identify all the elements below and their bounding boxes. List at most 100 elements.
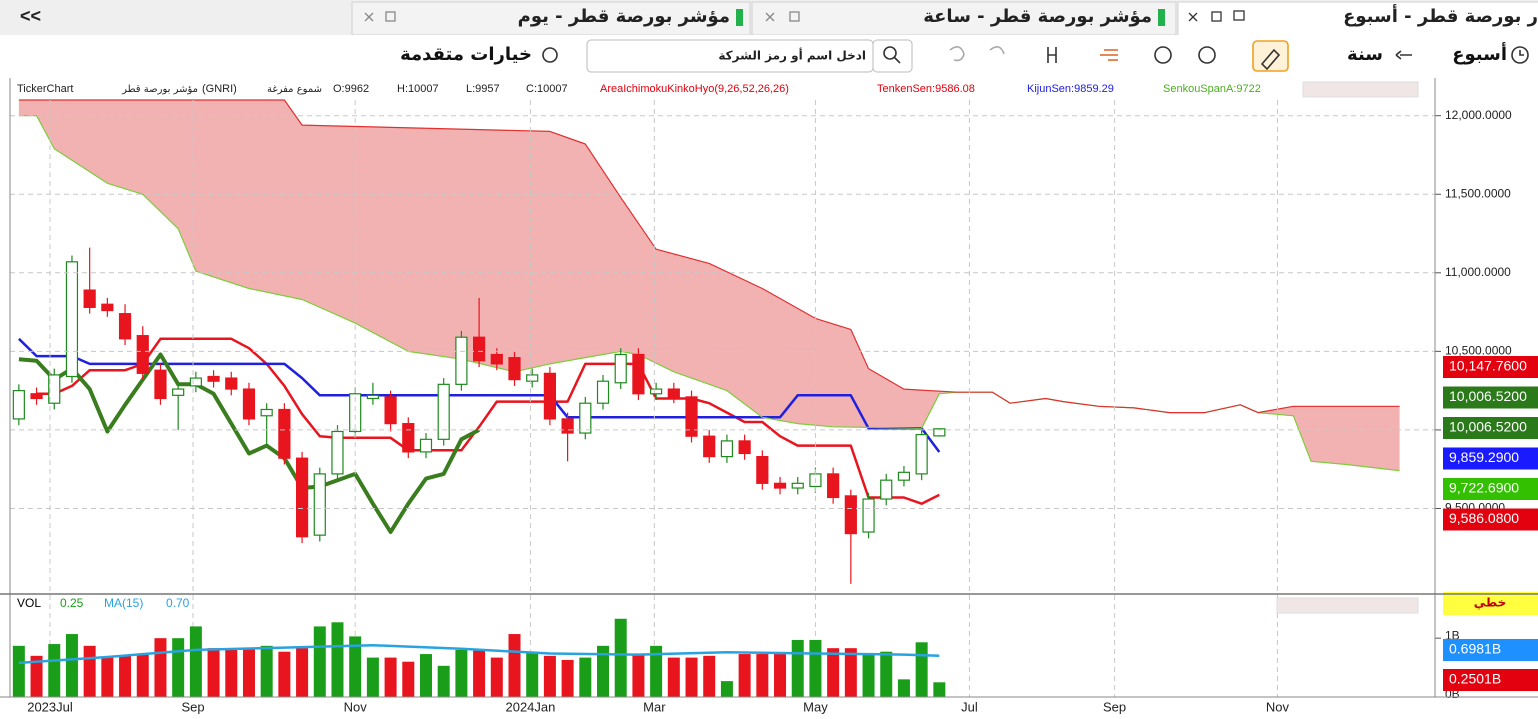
volume-bar <box>508 634 521 697</box>
volume-bar <box>880 651 893 697</box>
volume-bar <box>597 645 610 697</box>
price-tag <box>1443 386 1538 409</box>
price-tag-label: 10,006.5200 <box>1449 419 1527 435</box>
volume-bar <box>419 654 432 697</box>
indicator-line <box>18 99 1400 414</box>
x-tick-label: Jul <box>961 699 978 714</box>
search-placeholder[interactable]: ادخل اسم أو رمز الشركة <box>718 48 866 64</box>
volume-bar <box>154 638 167 697</box>
candle-body <box>295 457 309 538</box>
toolbar-icons[interactable] <box>949 40 1529 72</box>
gear-icon[interactable] <box>542 47 558 63</box>
panel-controls[interactable] <box>1302 81 1419 98</box>
legend-ohlc: O:9962 <box>333 83 369 95</box>
volume-bar <box>366 657 379 697</box>
candle-body <box>933 428 946 437</box>
collapse-button[interactable]: << <box>20 6 41 26</box>
candle-body <box>827 473 840 499</box>
period-button[interactable]: أسبوع <box>1452 42 1507 65</box>
legend-tenken: TenkenSen:9586.08 <box>877 83 975 95</box>
tab-controls[interactable] <box>364 10 1245 22</box>
volume-bar <box>915 642 928 697</box>
tab[interactable] <box>751 1 1177 36</box>
volume-bar <box>296 648 309 697</box>
legend-source: TickerChart <box>17 83 73 95</box>
candle-body <box>260 408 273 417</box>
legend-symbol: (GNRI) <box>202 83 237 95</box>
price-tag <box>1443 417 1538 439</box>
price-tag-label: 9,586.0800 <box>1449 510 1519 526</box>
tab-marker <box>736 9 743 26</box>
tab[interactable] <box>351 1 751 36</box>
x-tick-label: May <box>803 699 828 714</box>
candle-body <box>791 482 804 489</box>
volume-bar <box>225 648 238 697</box>
volume-bar <box>561 659 574 697</box>
volume-bar <box>349 636 362 697</box>
panel-controls[interactable] <box>1276 597 1419 614</box>
candle-body <box>402 423 415 453</box>
candle-body <box>472 336 486 362</box>
volume-bar <box>738 654 751 697</box>
x-tick-label: Sep <box>1103 699 1126 714</box>
volume-tag <box>1443 639 1538 661</box>
indicator-line <box>36 337 940 505</box>
candle-body <box>172 388 185 396</box>
x-tick-label: Mar <box>643 699 666 714</box>
candle-body <box>844 495 857 535</box>
volume-bar <box>543 655 556 697</box>
candle-body <box>897 471 911 481</box>
range-button[interactable]: سنة <box>1347 44 1383 65</box>
volume-bar <box>526 651 539 697</box>
volume-bar <box>933 682 946 697</box>
volume-bar <box>331 622 344 697</box>
candle-body <box>349 393 362 433</box>
y-tick-label: 10,500.0000 <box>1445 344 1512 358</box>
tab-marker <box>1158 9 1165 26</box>
candle-body <box>278 408 291 459</box>
volume-bar <box>720 681 733 697</box>
volume-bar <box>844 648 857 697</box>
volume-bar <box>827 648 840 697</box>
volume-bar <box>65 634 78 697</box>
volume-bar <box>703 655 716 697</box>
tab-label[interactable]: ر بورصة قطر - أسبوع <box>1343 4 1538 27</box>
candle-body <box>313 473 326 536</box>
ma-line <box>18 643 940 665</box>
legend-ohlc: H:10007 <box>397 83 439 95</box>
tab-label[interactable]: مؤشر بورصة قطر - يوم <box>518 6 730 27</box>
indicator-line <box>18 352 481 534</box>
candle-body <box>720 440 734 458</box>
x-tick-label: Nov <box>1266 699 1290 714</box>
candle-body <box>455 336 468 385</box>
style-tag <box>1443 592 1538 615</box>
candle-body <box>136 335 149 374</box>
volume-bar <box>30 655 43 697</box>
candle-body <box>667 388 680 398</box>
volume-bar <box>119 655 132 697</box>
candle-body <box>490 353 503 365</box>
candle-body <box>508 357 521 381</box>
search-icon[interactable] <box>883 46 901 64</box>
legend-name: مؤشر بورصة قطر <box>121 84 198 95</box>
volume-bar <box>897 679 910 697</box>
volume-bar <box>490 657 503 697</box>
legend-ohlc: C:10007 <box>526 83 568 95</box>
candle-body <box>154 369 167 400</box>
volume-bar <box>756 654 769 697</box>
search-button[interactable] <box>872 39 913 73</box>
candle-body <box>437 383 450 440</box>
volume-bar <box>774 654 787 697</box>
volume-bar <box>667 657 680 697</box>
candle-body <box>880 479 893 500</box>
panel-ma-value: 0.70 <box>166 596 190 610</box>
x-tick-label: Sep <box>181 699 204 714</box>
volume-bar <box>207 648 220 697</box>
x-tick-label: 2023Jul <box>27 699 73 714</box>
price-tag-label: 9,722.6900 <box>1449 480 1519 496</box>
volume-bar <box>242 648 255 697</box>
candle-body <box>118 313 132 340</box>
candle-body <box>685 396 698 437</box>
advanced-options[interactable]: خيارات متقدمة <box>400 44 532 65</box>
tab-label[interactable]: مؤشر بورصة قطر - ساعة <box>923 6 1152 27</box>
